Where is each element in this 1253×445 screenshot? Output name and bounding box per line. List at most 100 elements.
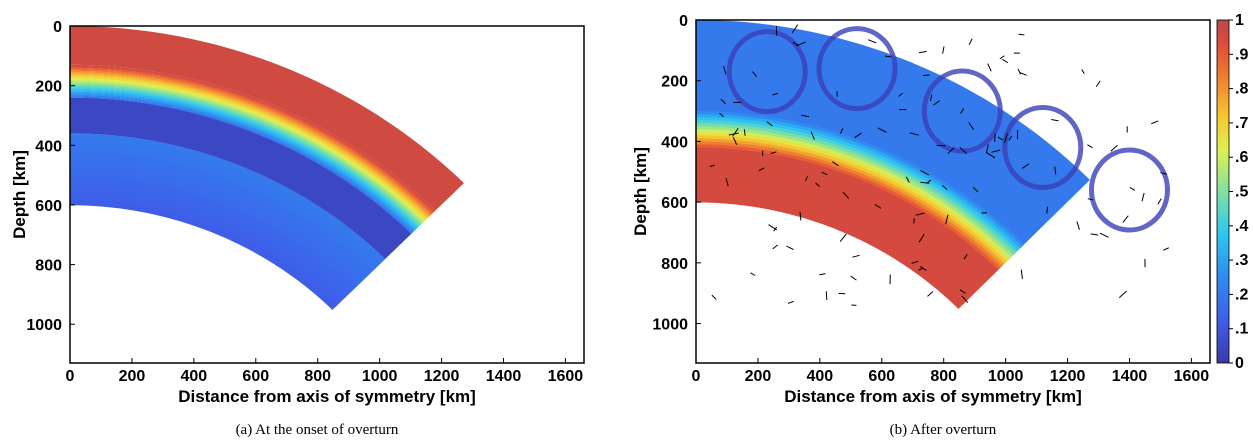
panel-b-velocity-arrow (986, 152, 996, 159)
panel-b-velocity-arrow (1002, 58, 1009, 64)
panel-a-layer (70, 97, 412, 260)
colorbar-tick-label: .9 (1235, 46, 1248, 63)
colorbar-tick-label: .2 (1235, 286, 1248, 303)
panel-b-velocity-arrow (743, 129, 746, 136)
panel-b-velocity-arrow (852, 254, 860, 258)
panel-b-velocity-arrow (960, 108, 965, 114)
x-tick-label: 800 (304, 368, 331, 385)
panel-a-plot-area (70, 26, 464, 310)
panel-b-velocity-arrow (801, 114, 810, 118)
panel-b-velocity-arrow (839, 128, 844, 134)
panel-a-y-ticks: 0 200 400 600 800 1000 (26, 19, 75, 334)
panel-b-swirl (1002, 104, 1084, 190)
panel-b-velocity-arrow (972, 186, 979, 193)
panel-b-velocity-arrow (1054, 166, 1057, 175)
colorbar-ticks: 1 .9 .8 .7 .6 .5 .4 .3 .2 .1 0 (1229, 12, 1248, 372)
panel-b-velocity-arrow (854, 132, 862, 139)
x-tick-label: 0 (66, 368, 75, 385)
panel-b-velocity-arrow (787, 300, 794, 304)
panel-b-velocity-arrow (997, 136, 1004, 141)
panel-b-velocity-arrow (991, 149, 1001, 153)
panel-b-velocity-arrow (792, 41, 798, 46)
panel-b-velocity-arrow (1046, 206, 1049, 214)
panel-b-velocity-arrow (832, 161, 839, 167)
panel-a-layer (70, 26, 464, 211)
y-tick-label: 1000 (652, 317, 688, 334)
panel-b-velocity-arrow (766, 121, 773, 127)
panel-b-swirl (921, 68, 1003, 154)
y-tick-label: 400 (661, 134, 688, 151)
y-tick-label: 1000 (26, 317, 62, 334)
panel-b-velocity-arrow (732, 137, 738, 145)
panel-b-velocity-arrow (825, 291, 828, 300)
panel-b-velocity-arrow (942, 184, 948, 190)
panel-b-velocity-arrow (1095, 80, 1101, 88)
panel-b-velocity-arrow (877, 127, 887, 133)
panel-b-velocity-arrow (920, 181, 930, 184)
panel-b-velocity-arrow (805, 176, 808, 182)
panel-b-velocity-arrow (933, 100, 941, 106)
panel-b-velocity-arrow (770, 151, 777, 154)
panel-b-velocity-arrow (1051, 119, 1059, 122)
panel-b-velocity-arrow (791, 24, 799, 34)
panel-b-velocity-arrow (867, 39, 877, 44)
y-tick-label: 200 (661, 74, 688, 91)
panel-b-velocity-arrow (768, 224, 778, 231)
x-tick-label: 600 (242, 368, 269, 385)
colorbar-tick-label: .3 (1235, 252, 1248, 269)
panel-b-velocity-arrow (772, 92, 778, 96)
panel-a-frame (69, 25, 585, 364)
panel-b-velocity-arrow (918, 233, 925, 243)
panel-b-velocity-arrow (1020, 269, 1023, 279)
panel-b-velocity-arrow (709, 164, 715, 168)
panel-a-x-axis-label: Distance from axis of symmetry [km] (178, 387, 476, 406)
panel-b-plot-area (696, 20, 1170, 309)
panel-b-velocity-arrow (1110, 144, 1118, 152)
panel-b-velocity-arrow (1087, 198, 1093, 201)
panel-b-velocity-arrow (1122, 215, 1129, 223)
y-tick-label: 800 (35, 258, 62, 275)
panel-b-velocity-arrow (1019, 72, 1027, 76)
panel-b-velocity-arrow (1160, 172, 1168, 175)
panel-b-velocity-arrow (999, 55, 1005, 60)
panel-b-velocity-arrow (945, 214, 949, 225)
panel-b-velocity-arrow (1018, 33, 1025, 36)
panel-b-velocity-arrow (1090, 233, 1099, 236)
panel-b-velocity-arrow (874, 203, 882, 209)
panel-b-velocity-arrow (1129, 186, 1136, 191)
panel-b-velocity-arrow (963, 254, 968, 260)
panel-b-velocity-arrow (922, 74, 930, 77)
x-tick-label: 1200 (1050, 368, 1086, 385)
panel-b-velocity-arrow (909, 132, 919, 136)
panel-b-velocity-arrow (987, 63, 992, 72)
panel-b-velocity-arrow (918, 267, 924, 271)
panel-b-velocity-arrow (884, 55, 892, 58)
colorbar-tick-label: .6 (1235, 149, 1248, 166)
panel-b-velocity-arrow (1003, 133, 1008, 143)
panel-b-velocity-arrow (772, 244, 779, 250)
colorbar-tick-label: .1 (1235, 321, 1248, 338)
panel-b-swirl (1088, 147, 1170, 233)
panel-b-velocity-arrow (961, 295, 969, 303)
panel-b-velocity-arrow (725, 177, 729, 187)
panel-b-velocity-arrow (913, 218, 915, 224)
colorbar-scale (1216, 19, 1230, 364)
panel-b-velocity-arrow (750, 272, 756, 276)
x-tick-label: 0 (692, 368, 701, 385)
x-tick-label: 1000 (362, 368, 398, 385)
panel-b-caption: (b) After overturn (890, 422, 997, 438)
panel-b-velocity-arrow (1017, 68, 1022, 75)
x-tick-label: 1400 (486, 368, 522, 385)
panel-b-velocity-arrow (905, 176, 910, 183)
panel-b-velocity-arrow (918, 50, 927, 54)
colorbar-tick-label: .4 (1235, 218, 1248, 235)
colorbar-tick-label: 1 (1235, 12, 1244, 29)
panel-b-velocity-arrow (927, 291, 934, 297)
panel-b-velocity-arrow (1099, 232, 1109, 238)
colorbar-tick-label: 0 (1235, 355, 1244, 372)
colorbar: 1 .9 .8 .7 .6 .5 .4 .3 .2 .1 0 (1216, 12, 1248, 372)
panel-b-velocity-arrow (898, 92, 903, 97)
panel-b-velocity-arrow (1141, 192, 1145, 202)
panel-b-velocity-arrow (968, 122, 975, 130)
